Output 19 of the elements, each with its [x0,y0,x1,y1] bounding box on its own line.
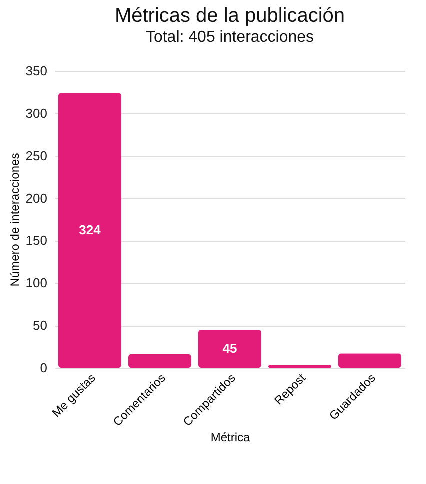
y-axis-title: Número de interacciones [8,153,22,287]
y-tick-label: 200 [26,190,48,206]
bar [58,93,122,368]
bar [198,330,262,368]
y-tick-label: 300 [26,106,48,121]
data-label: 45 [222,340,238,356]
y-tick-label: 50 [33,318,48,334]
chart-title: Métricas de la publicación [114,5,346,27]
chart-subtitle: Total: 405 interacciones [146,29,314,46]
data-label: 324 [79,222,102,238]
bar [338,354,402,368]
y-tick-label: 100 [26,276,48,291]
y-tick-label: 350 [26,64,48,78]
bar [128,354,192,368]
x-axis-title: Métrica [210,430,250,444]
y-tick-label: 150 [26,233,48,248]
bar [268,365,332,368]
y-tick-label: 250 [26,148,48,164]
y-tick-label: 0 [40,360,48,376]
